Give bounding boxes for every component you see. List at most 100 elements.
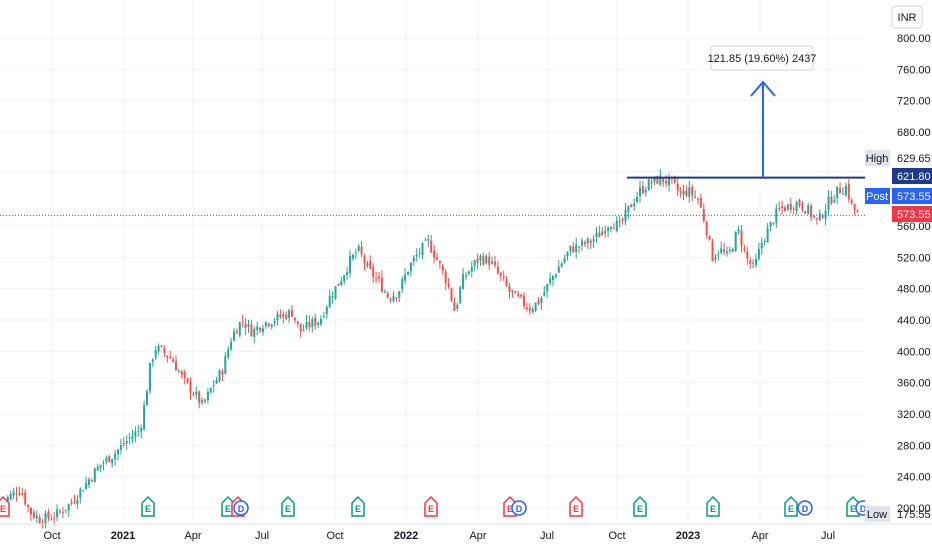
candle-body xyxy=(273,321,276,323)
svg-text:E: E xyxy=(710,504,716,514)
candle-body xyxy=(717,254,720,256)
dividend-icon[interactable]: D xyxy=(233,500,249,516)
candle-body xyxy=(209,387,212,393)
candle-body xyxy=(291,310,293,317)
candle-body xyxy=(525,307,528,309)
candle-body xyxy=(650,181,653,184)
svg-text:E: E xyxy=(0,504,6,514)
candle-body xyxy=(15,493,18,495)
earnings-icon[interactable]: E xyxy=(784,495,798,517)
measure-arrow[interactable] xyxy=(750,80,776,178)
candle-body xyxy=(813,216,815,218)
candle-body xyxy=(134,431,137,437)
price-axis-bg xyxy=(865,0,932,550)
candle-body xyxy=(595,232,598,238)
candle-body xyxy=(676,183,679,192)
candle-body xyxy=(122,443,125,445)
candle-body xyxy=(726,251,728,253)
candle-body xyxy=(494,261,496,266)
candle-body xyxy=(44,513,47,525)
time-tick: 2022 xyxy=(394,530,418,542)
candle-body xyxy=(279,314,282,318)
price-tick: 320.00 xyxy=(897,409,931,421)
candle-body xyxy=(781,206,784,209)
candle-body xyxy=(154,349,157,358)
earnings-icon[interactable]: E xyxy=(633,495,647,517)
candle-body xyxy=(444,271,447,284)
candle-body xyxy=(186,378,189,383)
candle-body xyxy=(601,231,604,236)
candle-body xyxy=(96,466,99,471)
candle-body xyxy=(563,258,566,263)
candle-body xyxy=(607,227,610,231)
price-tick: 560.00 xyxy=(897,221,931,233)
earnings-icon[interactable]: E xyxy=(706,495,720,517)
candle-body xyxy=(453,301,456,311)
low-tag: Low 175.55 xyxy=(865,506,931,522)
candle-body xyxy=(534,302,537,311)
candle-body xyxy=(259,327,262,331)
candle-body xyxy=(436,257,438,260)
last-price-value: 573.55 xyxy=(897,209,931,221)
earnings-icon[interactable]: E xyxy=(0,495,10,517)
earnings-icon[interactable]: E xyxy=(281,495,295,517)
candle-body xyxy=(334,286,337,299)
candle-body xyxy=(38,517,41,524)
svg-text:E: E xyxy=(850,504,856,514)
candle-body xyxy=(476,258,479,263)
candle-body xyxy=(215,379,218,384)
measure-label-text: 121.85 (19.60%) 2437 xyxy=(708,53,817,65)
candle-body xyxy=(244,323,247,328)
candle-body xyxy=(641,186,644,193)
candle-body xyxy=(833,199,836,203)
candle-body xyxy=(433,250,436,258)
candle-body xyxy=(488,256,491,265)
candle-body xyxy=(523,295,525,306)
svg-text:E: E xyxy=(355,504,361,514)
earnings-icon[interactable]: E xyxy=(351,495,365,517)
candle-body xyxy=(79,488,82,498)
earnings-icon[interactable]: E xyxy=(424,495,438,517)
candle-body xyxy=(357,245,360,251)
svg-text:D: D xyxy=(860,504,867,514)
candle-body xyxy=(392,296,395,302)
svg-text:E: E xyxy=(145,504,151,514)
candle-body xyxy=(560,263,563,267)
candle-body xyxy=(702,208,705,221)
dividend-icon[interactable]: D xyxy=(797,500,813,516)
candle-body xyxy=(746,251,749,259)
candle-body xyxy=(270,324,273,327)
earnings-icon[interactable]: E xyxy=(569,495,583,517)
high-tag: High 629.65 xyxy=(865,150,931,166)
candle-body xyxy=(53,518,56,520)
candle-body xyxy=(227,349,230,358)
earnings-icon[interactable]: E xyxy=(141,495,155,517)
candle-body xyxy=(9,493,12,499)
candle-body xyxy=(682,190,685,195)
candle-body xyxy=(639,187,641,196)
candle-body xyxy=(772,223,775,225)
candle-body xyxy=(731,248,734,252)
candle-body xyxy=(610,227,612,230)
resistance-value: 621.80 xyxy=(897,171,931,183)
candle-body xyxy=(723,249,726,252)
candle-body xyxy=(372,267,375,277)
candle-body xyxy=(398,291,401,298)
candle-body xyxy=(598,232,601,238)
candle-body xyxy=(569,245,572,252)
candle-body xyxy=(247,323,250,327)
high-label: High xyxy=(866,153,889,165)
time-tick: Apr xyxy=(184,530,201,542)
candle-body xyxy=(302,329,305,331)
dividend-icon[interactable]: D xyxy=(511,500,527,516)
candle-body xyxy=(151,359,154,362)
candle-body xyxy=(499,272,502,276)
candle-body xyxy=(775,208,778,223)
candle-body xyxy=(627,205,630,213)
candle-body xyxy=(830,196,833,204)
currency-button[interactable]: INR xyxy=(891,5,923,29)
price-tick: 680.00 xyxy=(897,127,931,139)
candle-body xyxy=(76,499,79,504)
candle-body xyxy=(235,331,238,334)
